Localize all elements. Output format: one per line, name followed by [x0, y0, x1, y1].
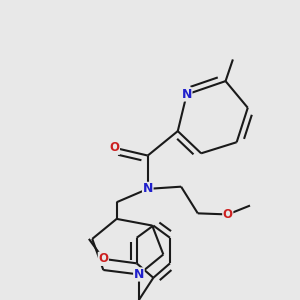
Text: O: O: [98, 252, 108, 266]
Text: O: O: [110, 141, 119, 154]
Text: N: N: [142, 182, 153, 195]
Text: N: N: [134, 268, 144, 281]
Text: O: O: [223, 208, 233, 221]
Text: N: N: [182, 88, 192, 101]
